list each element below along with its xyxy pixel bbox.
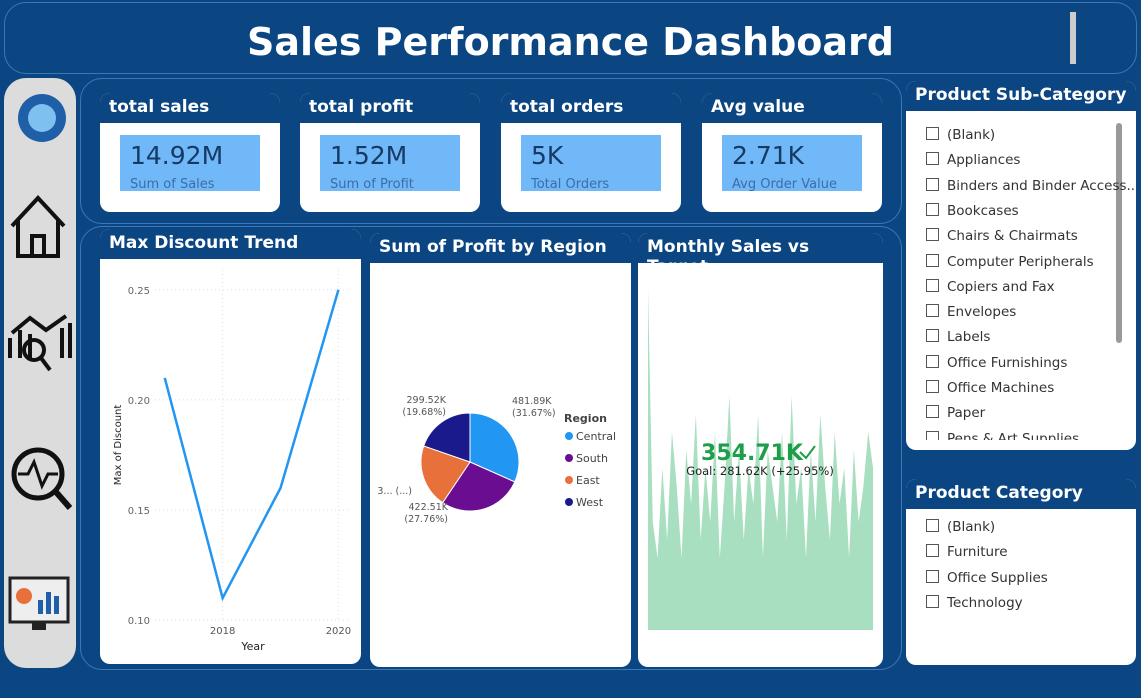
item-label: Envelopes: [947, 304, 1017, 321]
card-title: Max Discount Trend: [100, 229, 361, 259]
category-slicer: Product Category (Blank) Furniture Office S…: [906, 479, 1136, 665]
kpi-box: 14.92M Sum of Sales: [120, 135, 260, 192]
item-label: Bookcases: [947, 202, 1019, 219]
slicer-item[interactable]: (Blank): [926, 519, 995, 535]
kpi-value: 2.71K: [732, 141, 805, 170]
header: [4, 2, 1137, 74]
kpi-title: Avg value: [702, 93, 882, 123]
kpi-panel: [80, 78, 902, 224]
kpi-label: Avg Order Value: [732, 177, 837, 192]
item-label: (Blank): [947, 127, 996, 143]
checkbox[interactable]: [926, 228, 939, 242]
slicer-list: (Blank) Furniture Office Supplies Technolog…: [906, 513, 1136, 653]
slicer-item[interactable]: Bookcases: [926, 202, 1019, 219]
checkbox[interactable]: [926, 177, 939, 191]
item-label: Copiers and Fax: [947, 278, 1055, 295]
search-icon[interactable]: [11, 447, 65, 501]
kpi-label: Total Orders: [531, 177, 610, 192]
kpi-box: 1.52M Sum of Profit: [320, 135, 460, 192]
slicer-item[interactable]: Appliances: [926, 152, 1020, 168]
subcategory-slicer: Product Sub-Category (Blank) Appliances Bin…: [906, 81, 1136, 450]
kpi-label: Sum of Profit: [330, 177, 414, 192]
checkbox[interactable]: [926, 127, 939, 140]
checkbox[interactable]: [926, 544, 939, 558]
kpi-title: total profit: [300, 93, 480, 123]
chart-panel: [80, 226, 902, 670]
slicer-title: Product Sub-Category: [906, 81, 1136, 111]
checkbox[interactable]: [926, 329, 939, 343]
checkbox[interactable]: [926, 380, 939, 393]
item-label: Pens & Art Supplies: [947, 430, 1080, 440]
slicer-item[interactable]: Copiers and Fax: [926, 278, 1055, 295]
kpi-card: total profit 1.52M Sum of Profit: [300, 93, 480, 212]
checkbox[interactable]: [926, 304, 939, 318]
slicer-item[interactable]: Labels: [926, 329, 990, 345]
checkbox[interactable]: [926, 278, 939, 292]
item-label: Office Supplies: [947, 569, 1048, 586]
slicer-item[interactable]: Pens & Art Supplies: [926, 430, 1080, 440]
item-label: Office Machines: [947, 380, 1055, 396]
item-label: Binders and Binder Access...: [947, 177, 1136, 194]
analytics-icon[interactable]: [8, 314, 72, 358]
sidebar: [4, 78, 76, 668]
kpi-label: Sum of Sales: [130, 177, 215, 192]
slicer-item[interactable]: Chairs & Chairmats: [926, 228, 1078, 244]
kpi-title: total orders: [501, 93, 681, 123]
slicer-item[interactable]: Envelopes: [926, 304, 1016, 320]
checkbox[interactable]: [926, 430, 939, 440]
checkbox[interactable]: [926, 354, 939, 368]
slicer-list: (Blank) Appliances Binders and Binder Acce…: [906, 115, 1136, 440]
slicer-item[interactable]: Technology: [926, 594, 1023, 611]
slicer-item[interactable]: Office Machines: [926, 380, 1054, 396]
region-card: Sum of Profit by Region: [370, 233, 631, 667]
item-label: Furniture: [947, 544, 1008, 561]
kpi-box: 2.71K Avg Order Value: [722, 135, 862, 192]
slicer-item[interactable]: Computer Peripherals: [926, 253, 1094, 270]
item-label: Computer Peripherals: [947, 253, 1094, 270]
sidebar-icons: [8, 94, 73, 630]
kpi-card: total orders 5K Total Orders: [501, 93, 681, 212]
slicer-item[interactable]: Binders and Binder Access...: [926, 177, 1136, 194]
scroll-indicator: [1070, 12, 1076, 64]
slicer-item[interactable]: (Blank): [926, 127, 995, 143]
slicer-item[interactable]: Office Supplies: [926, 569, 1048, 586]
checkbox[interactable]: [926, 253, 939, 267]
slicer-item[interactable]: Paper: [926, 405, 985, 421]
item-label: (Blank): [947, 519, 996, 535]
sales-card: Monthly Sales vs Target: [638, 233, 883, 667]
checkbox[interactable]: [926, 569, 939, 583]
item-label: Paper: [947, 405, 986, 422]
kpi-card: Avg value 2.71K Avg Order Value: [702, 93, 882, 212]
item-label: Appliances: [947, 152, 1021, 169]
item-label: Labels: [947, 329, 991, 346]
slicer-title: Product Category: [906, 479, 1136, 509]
slicer-item[interactable]: Office Furnishings: [926, 354, 1068, 371]
dashboard-title: Sales Performance Dashboard: [247, 20, 894, 64]
scrollbar[interactable]: [1116, 123, 1122, 343]
kpi-value: 1.52M: [330, 141, 408, 170]
kpi-box: 5K Total Orders: [521, 135, 661, 192]
checkbox[interactable]: [926, 202, 939, 216]
checkbox[interactable]: [926, 152, 939, 166]
kpi-title: total sales: [100, 93, 280, 123]
discount-card: Max Discount Trend: [100, 229, 361, 664]
card-title: Sum of Profit by Region: [370, 233, 631, 263]
item-label: Technology: [947, 594, 1023, 611]
checkbox[interactable]: [926, 594, 939, 608]
checkbox[interactable]: [926, 519, 939, 532]
home-icon[interactable]: [10, 195, 66, 258]
item-label: Chairs & Chairmats: [947, 228, 1078, 245]
slicer-item[interactable]: Furniture: [926, 544, 1008, 560]
kpi-card: total sales 14.92M Sum of Sales: [100, 93, 280, 212]
checkbox[interactable]: [926, 405, 939, 419]
card-title: Monthly Sales vs Target: [638, 233, 883, 277]
kpi-value: 5K: [531, 141, 564, 170]
item-label: Office Furnishings: [947, 354, 1068, 371]
kpi-value: 14.92M: [130, 141, 224, 170]
